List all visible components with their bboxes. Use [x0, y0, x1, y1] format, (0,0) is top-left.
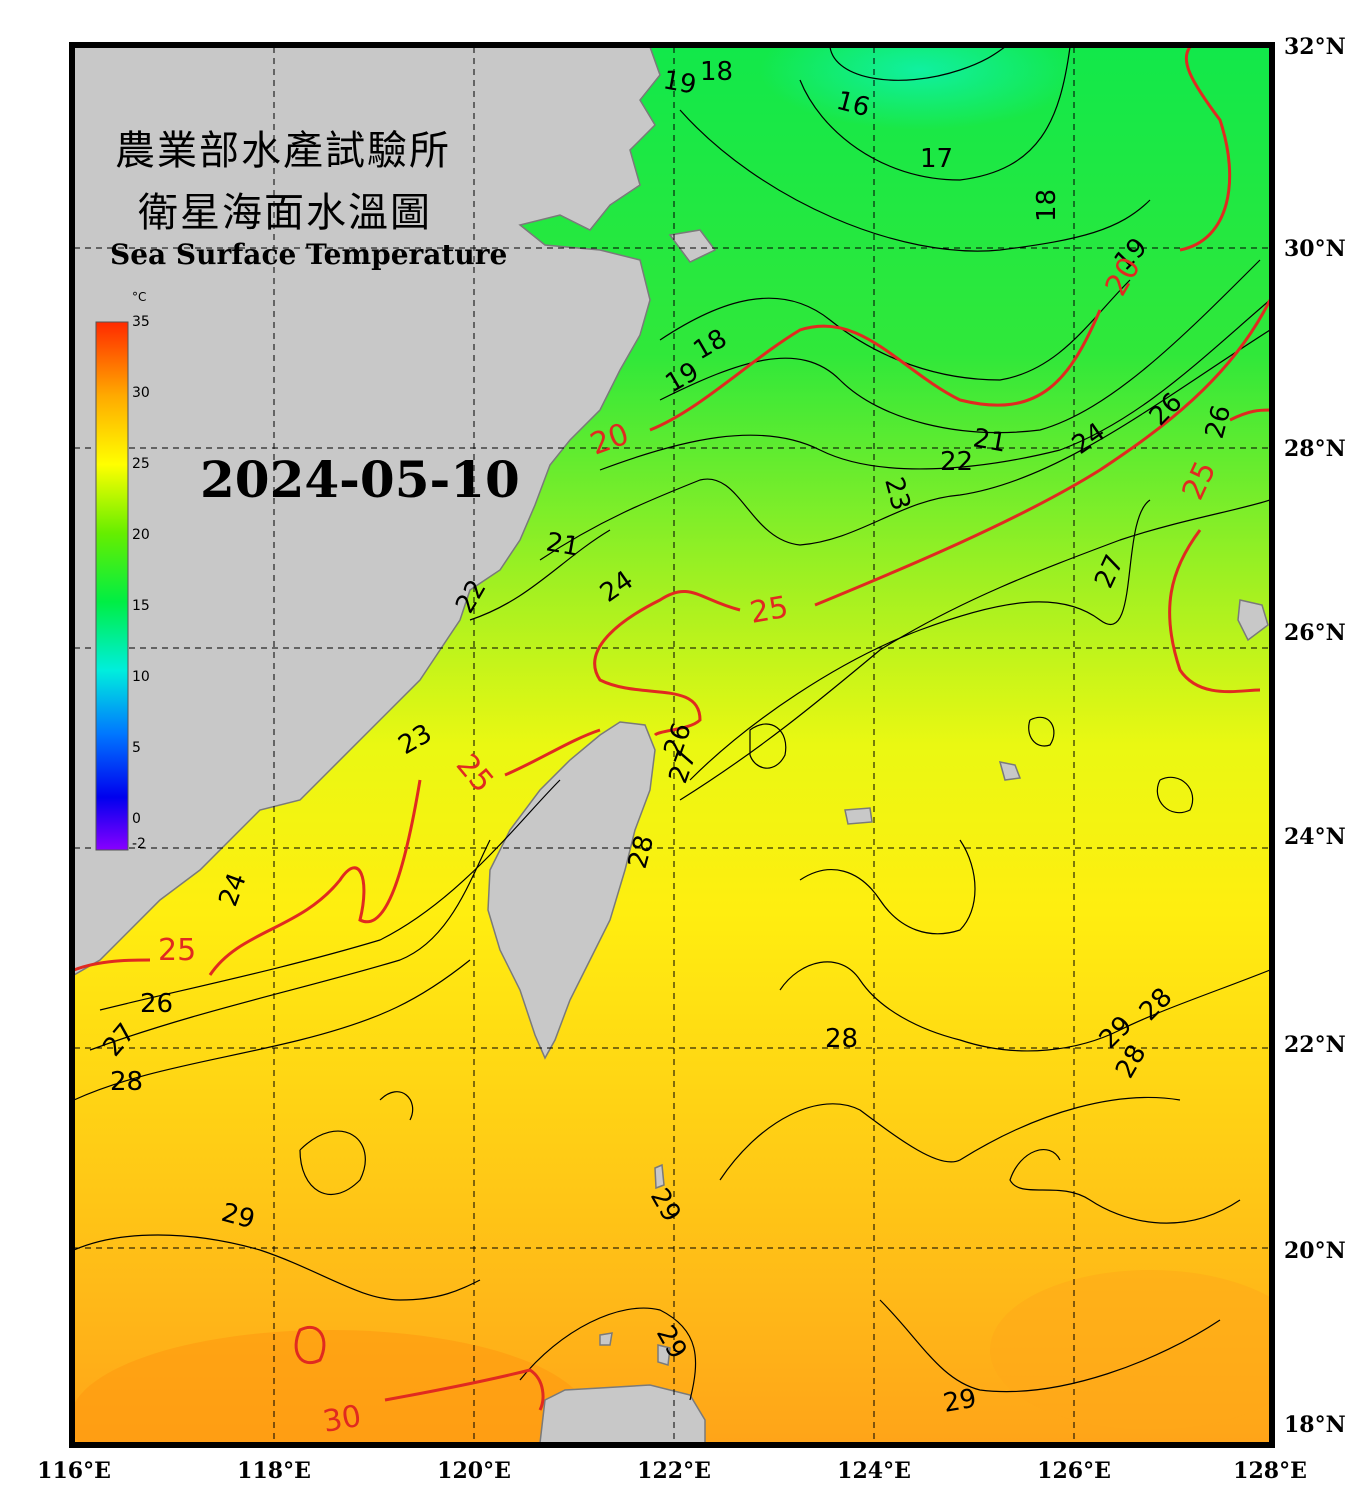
colorbar-tick: 30	[132, 385, 150, 401]
contour-label: 18	[700, 57, 733, 87]
warm-water-area	[74, 1330, 590, 1443]
contour-label: 21	[544, 527, 582, 562]
lon-label: 120°E	[437, 1458, 511, 1484]
colorbar-tick: 0	[132, 811, 141, 827]
lon-label: 124°E	[837, 1458, 911, 1484]
graticule	[74, 47, 1270, 1443]
lat-label: 32°N	[1284, 34, 1346, 60]
mainland-china	[74, 47, 661, 976]
taiwan-island	[487, 721, 656, 1060]
lon-label: 122°E	[637, 1458, 711, 1484]
luzon-island	[539, 1384, 706, 1443]
contour-label-red: 30	[320, 1399, 364, 1440]
contour-label: 28	[110, 1067, 143, 1097]
yaeyama-islands	[844, 807, 873, 825]
lon-label: 128°E	[1233, 1458, 1307, 1484]
lat-label: 18°N	[1284, 1412, 1346, 1438]
colorbar-unit: °C	[132, 290, 147, 304]
colorbar-gradient	[95, 321, 129, 851]
contour-label-red: 25	[158, 933, 196, 968]
colorbar-tick: 15	[132, 598, 150, 614]
contour-label: 22	[940, 447, 973, 477]
colorbar-tick: 25	[132, 456, 150, 472]
lat-label: 24°N	[1284, 824, 1346, 850]
colorbar-tick: 10	[132, 669, 150, 685]
lon-label: 116°E	[37, 1458, 111, 1484]
latitude-labels: 32°N 30°N 28°N 26°N 24°N 22°N 20°N 18°N	[1284, 34, 1346, 1438]
isotherms-major	[74, 47, 1270, 1411]
title-english: Sea Surface Temperature	[110, 238, 508, 271]
ryukyu-islands-south	[998, 761, 1022, 781]
colorbar-tick: 35	[132, 314, 150, 330]
isotherms-minor	[74, 47, 1270, 1401]
contour-label-red: 25	[747, 590, 791, 631]
lat-label: 30°N	[1284, 236, 1346, 262]
contour-label: 21	[971, 423, 1009, 458]
zhoushan-islands	[668, 229, 717, 263]
longitude-labels: 116°E 118°E 120°E 122°E 124°E 126°E 128°…	[37, 1458, 1307, 1484]
lon-label: 126°E	[1037, 1458, 1111, 1484]
contour-label: 18	[1032, 189, 1062, 222]
warm-water-area-east	[990, 1270, 1270, 1430]
lon-label: 118°E	[237, 1458, 311, 1484]
contour-label: 17	[920, 144, 953, 174]
map-frame	[69, 42, 1275, 1448]
contour-label: 28	[825, 1024, 858, 1054]
contour-label: 26	[140, 989, 173, 1019]
colorbar-tick: 20	[132, 527, 150, 543]
lat-label: 22°N	[1284, 1032, 1346, 1058]
calayan-island	[599, 1332, 613, 1346]
colorbar-tick: 5	[132, 740, 141, 756]
colorbar	[95, 321, 129, 851]
lat-label: 28°N	[1284, 436, 1346, 462]
date-label: 2024-05-10	[200, 450, 520, 509]
title-line2: 衛星海面水溫圖	[138, 190, 432, 236]
lat-label: 20°N	[1284, 1238, 1346, 1264]
lat-label: 26°N	[1284, 620, 1346, 646]
contour-label: 29	[941, 1384, 979, 1419]
cold-water-area	[760, 47, 1080, 130]
contour-label: 19	[661, 65, 699, 100]
ryukyu-islands	[1237, 599, 1269, 642]
babuyan-islands	[657, 1344, 671, 1366]
colorbar-tick: -2	[132, 836, 146, 852]
batan-islands	[654, 1163, 665, 1190]
title-line1: 農業部水產試驗所	[115, 128, 451, 174]
